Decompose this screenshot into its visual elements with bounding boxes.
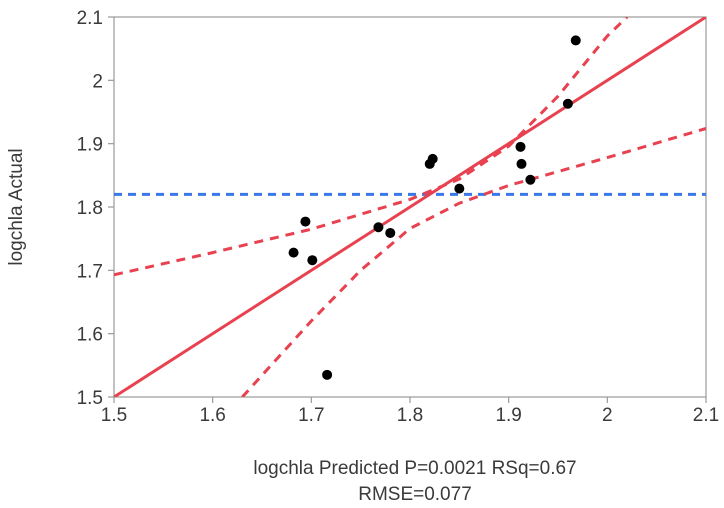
data-point [307,255,318,266]
data-point [373,222,384,233]
y-tick-label: 1.8 [77,198,103,219]
x-tick-label: 1.5 [101,405,127,426]
data-point [562,98,573,109]
data-point [516,158,527,169]
data-point [525,174,536,185]
x-tick-label: 1.8 [397,405,423,426]
y-tick-label: 2 [92,71,103,92]
fit-line-group [114,17,706,397]
x-axis-subtitle: RMSE=0.077 [358,484,472,505]
x-tick-label: 1.9 [495,405,521,426]
data-point [515,141,526,152]
y-tick-label: 1.9 [77,135,103,156]
y-tick-label: 2.1 [77,8,103,29]
data-point [322,369,333,380]
confidence-upper-curve [114,17,629,277]
fit-line [114,17,706,397]
y-tick-label: 1.7 [77,261,103,282]
axis-ticks: 1.5 1.6 1.7 1.8 1.9 2 2.1 1.5 1.6 1.7 1.8 1.9 2 2.1 [77,8,720,426]
data-point [427,153,438,164]
data-point [570,35,581,46]
data-points [288,35,581,380]
x-axis-title: logchla Predicted P=0.0021 RSq=0.67 [253,458,576,479]
data-point [300,216,311,227]
x-tick-label: 2.1 [693,405,719,426]
x-tick-label: 1.6 [199,405,225,426]
x-tick-label: 1.7 [298,405,324,426]
data-point [288,247,299,258]
data-point [454,183,465,194]
x-tick-label: 2 [602,405,613,426]
y-tick-label: 1.5 [77,388,103,409]
y-axis-title: logchla Actual [6,148,27,265]
confidence-lower-curve [241,127,706,397]
data-point [385,227,396,238]
y-tick-label: 1.6 [77,325,103,346]
confidence-curves [114,17,706,397]
